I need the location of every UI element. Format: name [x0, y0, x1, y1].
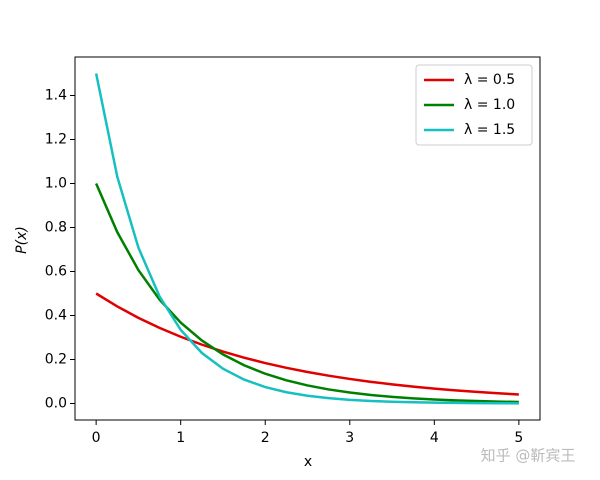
x-tick-label: 5 — [514, 430, 523, 446]
series-line — [94, 183, 519, 404]
x-tick-label: 1 — [176, 430, 185, 446]
y-tick-label: 1.0 — [45, 176, 67, 192]
y-axis-label: P(x) — [14, 226, 30, 254]
legend-label: λ = 0.5 — [464, 72, 515, 88]
series-line — [94, 73, 519, 405]
legend-label: λ = 1.0 — [464, 97, 515, 113]
x-axis-label: x — [304, 454, 312, 470]
y-tick-label: 0.6 — [45, 264, 67, 280]
watermark: 知乎 @靳宾王 — [481, 447, 576, 465]
plot-frame — [74, 56, 541, 421]
y-tick-label: 0.0 — [45, 396, 67, 412]
x-tick-label: 3 — [345, 430, 354, 446]
y-tick-label: 0.8 — [45, 220, 67, 236]
x-tick-label: 4 — [430, 430, 439, 446]
x-tick-label: 0 — [92, 430, 101, 446]
y-tick-label: 1.4 — [45, 88, 67, 104]
x-tick-label: 2 — [261, 430, 270, 446]
y-tick-label: 1.2 — [45, 132, 67, 148]
y-tick-label: 0.2 — [45, 352, 67, 368]
series-line — [95, 292, 519, 396]
y-tick-label: 0.4 — [45, 308, 67, 324]
legend-label: λ = 1.5 — [464, 122, 515, 138]
legend-box — [415, 64, 533, 146]
